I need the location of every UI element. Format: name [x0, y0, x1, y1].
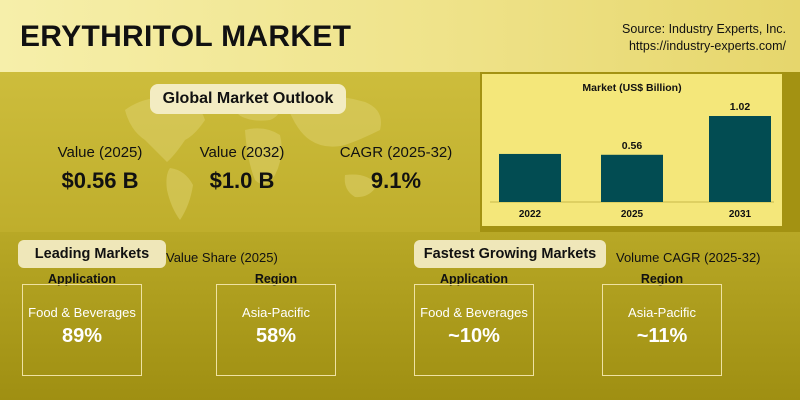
card-label: Food & Beverages	[420, 305, 528, 320]
kpi-label-cagr: CAGR (2025-32)	[339, 144, 453, 161]
card-leading-region: Asia-Pacific 58%	[216, 284, 336, 376]
kpi-value-2025: $0.56 B	[61, 168, 139, 193]
kpi-label-value-2025: Value (2025)	[57, 144, 143, 161]
leading-markets-title: Leading Markets	[18, 240, 166, 268]
card-label: Asia-Pacific	[242, 305, 310, 320]
card-label: Food & Beverages	[28, 305, 136, 320]
bar-2025	[601, 154, 663, 202]
global-outlook-panel: Global Market Outlook Value (2025) $0.56…	[0, 72, 480, 232]
kpi-value-cagr: 9.1%	[370, 168, 422, 193]
fastest-growing-subtitle: Volume CAGR (2025-32)	[616, 250, 761, 265]
source-url: https://industry-experts.com/	[628, 39, 786, 53]
kpi-value-2032: $1.0 B	[209, 168, 275, 193]
card-head-leading-region: Region	[254, 272, 298, 286]
chart-title: Market (US$ Billion)	[582, 82, 681, 94]
market-bar-chart: Market (US$ Billion) 2022 0.56 2025 1.02 2031	[490, 82, 774, 220]
card-leading-application: Food & Beverages 89%	[22, 284, 142, 376]
card-label: Asia-Pacific	[628, 305, 696, 320]
leading-markets-subtitle: Value Share (2025)	[166, 250, 278, 265]
outlook-title: Global Market Outlook	[150, 84, 346, 114]
card-value: 89%	[61, 325, 103, 347]
card-head-leading-application: Application	[47, 272, 117, 286]
card-value: 58%	[255, 325, 297, 347]
x-tick-2025: 2025	[621, 209, 644, 220]
x-tick-2022: 2022	[519, 209, 542, 220]
data-label-2031: 1.02	[730, 101, 751, 113]
bar-2031	[709, 116, 771, 202]
card-head-fastest-region: Region	[640, 272, 684, 286]
chart-panel: Market (US$ Billion) 2022 0.56 2025 1.02 2031	[480, 72, 800, 232]
fastest-growing-title: Fastest Growing Markets	[414, 240, 606, 268]
kpi-label-value-2032: Value (2032)	[199, 144, 285, 161]
card-value: ~10%	[448, 325, 500, 347]
bottom-panel: Leading Markets Value Share (2025) Appli…	[0, 232, 800, 400]
header-banner: ERYTHRITOL MARKET Source: Industry Exper…	[0, 0, 800, 72]
card-value: ~11%	[636, 325, 688, 347]
x-tick-2031: 2031	[729, 209, 752, 220]
page-title: ERYTHRITOL MARKET	[20, 20, 352, 53]
market-chart-box: Market (US$ Billion) 2022 0.56 2025 1.02 2031	[482, 74, 782, 226]
card-fastest-region: Asia-Pacific ~11%	[602, 284, 722, 376]
bar-2022	[499, 153, 561, 202]
card-head-fastest-application: Application	[439, 272, 509, 286]
card-fastest-application: Food & Beverages ~10%	[414, 284, 534, 376]
data-label-2025: 0.56	[622, 140, 643, 152]
source-credit: Source: Industry Experts, Inc.	[622, 22, 786, 36]
